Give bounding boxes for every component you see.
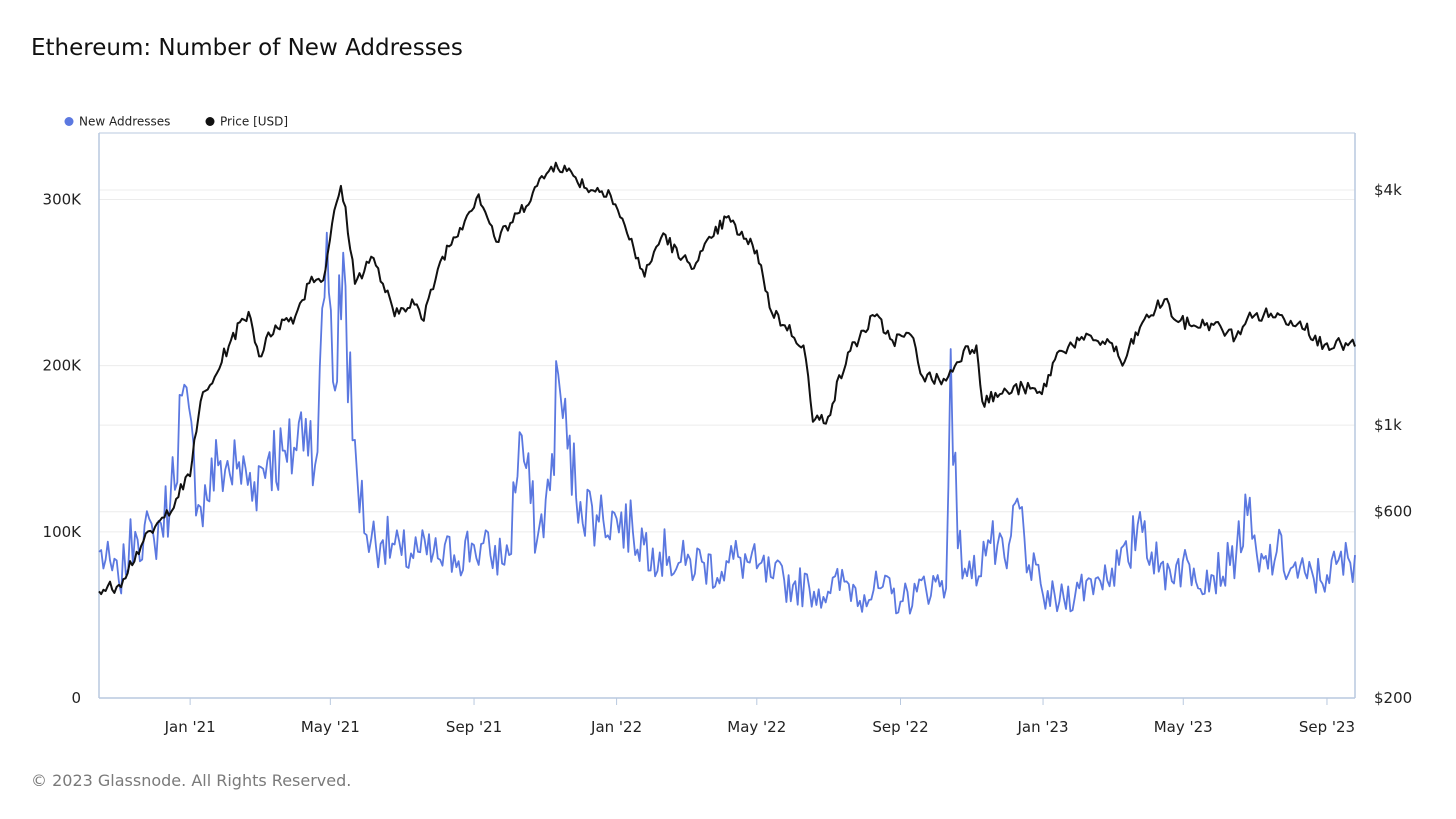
- y-left-tick-label: 0: [71, 689, 81, 707]
- series-price: [98, 161, 1356, 596]
- legend-marker[interactable]: [205, 117, 215, 126]
- line-price: [98, 161, 1356, 596]
- x-tick-label: May '22: [727, 718, 786, 736]
- x-tick-label: Sep '23: [1299, 718, 1355, 736]
- y-right-tick-label: $1k: [1374, 416, 1402, 434]
- copyright-footer: © 2023 Glassnode. All Rights Reserved.: [31, 771, 352, 790]
- legend[interactable]: New Addresses Price [USD]: [64, 115, 289, 129]
- legend-label[interactable]: Price [USD]: [220, 115, 288, 129]
- y-right-tick-label: $600: [1374, 503, 1412, 521]
- tick-labels: 0 100K 200K 300K $200 $600 $1k $4k Jan '21 May '2…: [43, 181, 1413, 736]
- x-tick-label: Jan '21: [164, 718, 216, 736]
- y-left-tick-label: 200K: [43, 357, 83, 375]
- axes: [98, 132, 1356, 705]
- series-new-addresses: [98, 231, 1356, 615]
- y-left-tick-label: 100K: [43, 523, 83, 541]
- chart-title: Ethereum: Number of New Addresses: [31, 35, 463, 61]
- x-tick-label: May '21: [301, 718, 360, 736]
- x-tick-label: Sep '22: [872, 718, 928, 736]
- legend-marker[interactable]: [64, 117, 74, 126]
- y-right-tick-label: $4k: [1374, 181, 1402, 199]
- legend-label[interactable]: New Addresses: [79, 115, 170, 129]
- y-left-tick-label: 300K: [43, 190, 83, 208]
- x-tick-label: Jan '23: [1016, 718, 1068, 736]
- x-tick-label: May '23: [1154, 718, 1213, 736]
- x-tick-label: Jan '22: [590, 718, 642, 736]
- line-new-addresses: [98, 231, 1356, 615]
- x-tick-label: Sep '21: [446, 718, 502, 736]
- y-right-tick-label: $200: [1374, 689, 1412, 707]
